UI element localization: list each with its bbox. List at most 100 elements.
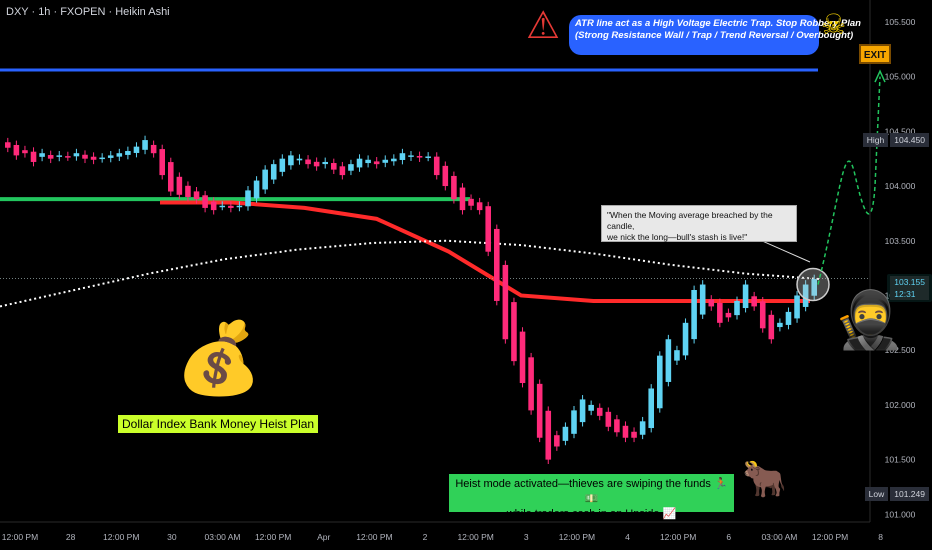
candle-body (682, 322, 689, 356)
candle-body (596, 407, 603, 416)
x-tick-label: 12:00 PM (356, 532, 392, 542)
candle-body (657, 355, 663, 409)
candle-body (554, 435, 560, 447)
candle-body (339, 166, 346, 176)
atr-callout-line-2: (Strong Resistance Wall / Trap / Trend R… (575, 30, 854, 41)
current-time: 12:31 (890, 288, 929, 300)
candle-body (588, 404, 594, 411)
candle-body (236, 205, 243, 208)
candle-body (176, 176, 183, 195)
low-value: 101.249 (890, 487, 929, 501)
candle-body (811, 279, 817, 296)
candle-body (725, 312, 732, 318)
candle-body (605, 411, 612, 427)
current-value: 103.155 (890, 276, 929, 288)
high-label: High (862, 133, 889, 147)
candle-body (536, 383, 543, 438)
candle-body (459, 187, 466, 211)
atr-callout-line-1: ATR line act as a High Voltage Electric … (575, 18, 861, 29)
quote-line-2: we nick the long—bull's stash is live!" (607, 232, 748, 242)
candle-body (210, 201, 217, 211)
candle-body (168, 162, 174, 192)
candle-body (373, 161, 380, 165)
candle-body (202, 195, 208, 208)
candle-body (150, 144, 157, 154)
candle-body (785, 311, 792, 325)
candle-body (228, 205, 234, 208)
candle-body (648, 388, 654, 429)
candle-body (622, 425, 629, 438)
candle-body (116, 153, 123, 157)
candle-body (511, 302, 517, 362)
candle-body (433, 156, 440, 176)
x-tick-label: 4 (625, 532, 630, 542)
candle-body (365, 159, 371, 164)
x-tick-label: 30 (167, 532, 177, 542)
y-tick-label: 103.500 (885, 236, 916, 246)
candle-body (802, 284, 809, 307)
candle-body (142, 140, 148, 150)
candle-body (751, 296, 757, 307)
y-tick-label: 105.500 (885, 17, 916, 27)
projected-arrow (874, 69, 886, 83)
x-tick-label: 12:00 PM (812, 532, 848, 542)
y-tick-label: 102.000 (885, 400, 916, 410)
heist-mode-line-1: Heist mode activated—thieves are swiping… (455, 478, 728, 505)
symbol-title[interactable]: DXY · 1h · FXOPEN · Heikin Ashi (6, 6, 170, 18)
candle-body (451, 175, 457, 200)
x-tick-label: 2 (423, 532, 428, 542)
candle-body (614, 419, 620, 433)
candle-body (73, 153, 80, 157)
candle-body (777, 322, 783, 328)
current-price-tag: 103.155 12:31 (887, 274, 932, 302)
candle-body (82, 154, 88, 159)
x-axis: 12:00 PM 28 12:00 PM 30 03:00 AM 12:00 PM Apr 1… (2, 532, 884, 542)
candle-body (562, 426, 569, 441)
entry-circle (796, 267, 830, 302)
candles (5, 135, 817, 464)
x-tick-label: 12:00 PM (255, 532, 291, 542)
candle-body (65, 156, 71, 158)
quote-note: "When the Moving average breached by the… (601, 205, 797, 242)
candle-body (356, 158, 363, 168)
candle-body (734, 300, 740, 316)
candle-body (519, 331, 526, 384)
candle-body (133, 146, 140, 153)
candle-body (742, 284, 749, 309)
y-tick-label: 101.000 (885, 509, 916, 519)
candle-body (39, 153, 45, 157)
y-tick-label: 102.500 (885, 345, 916, 355)
candle-body (502, 264, 509, 340)
x-tick-label: 8 (878, 532, 883, 542)
candle-body (288, 155, 294, 166)
x-tick-label: 03:00 AM (205, 532, 241, 542)
heist-mode-note: Heist mode activated—thieves are swiping… (449, 474, 734, 520)
candle-body (348, 164, 354, 171)
candle-body (528, 357, 534, 411)
projected-path (817, 76, 881, 285)
candle-body (794, 295, 800, 319)
candle-body (416, 155, 423, 158)
x-tick-label: 28 (66, 532, 76, 542)
candle-body (442, 165, 449, 187)
candle-body (579, 399, 586, 423)
y-tick-label: 104.000 (885, 181, 916, 191)
candle-body (331, 163, 337, 170)
candle-body (674, 350, 680, 361)
x-tick-label: 12:00 PM (559, 532, 595, 542)
candle-body (107, 155, 114, 158)
candle-body (759, 301, 766, 329)
candle-body (399, 153, 406, 160)
candle-body (185, 185, 191, 197)
quote-pointer (759, 239, 811, 263)
candle-body (219, 205, 226, 208)
candle-body (639, 421, 646, 435)
x-tick-label: 6 (726, 532, 731, 542)
y-tick-label: 105.000 (885, 72, 916, 82)
x-tick-label: 12:00 PM (2, 532, 38, 542)
candle-body (22, 150, 28, 154)
money-bag-icon: 💰 (175, 319, 263, 397)
high-value: 104.450 (890, 133, 929, 147)
candle-body (5, 142, 11, 148)
